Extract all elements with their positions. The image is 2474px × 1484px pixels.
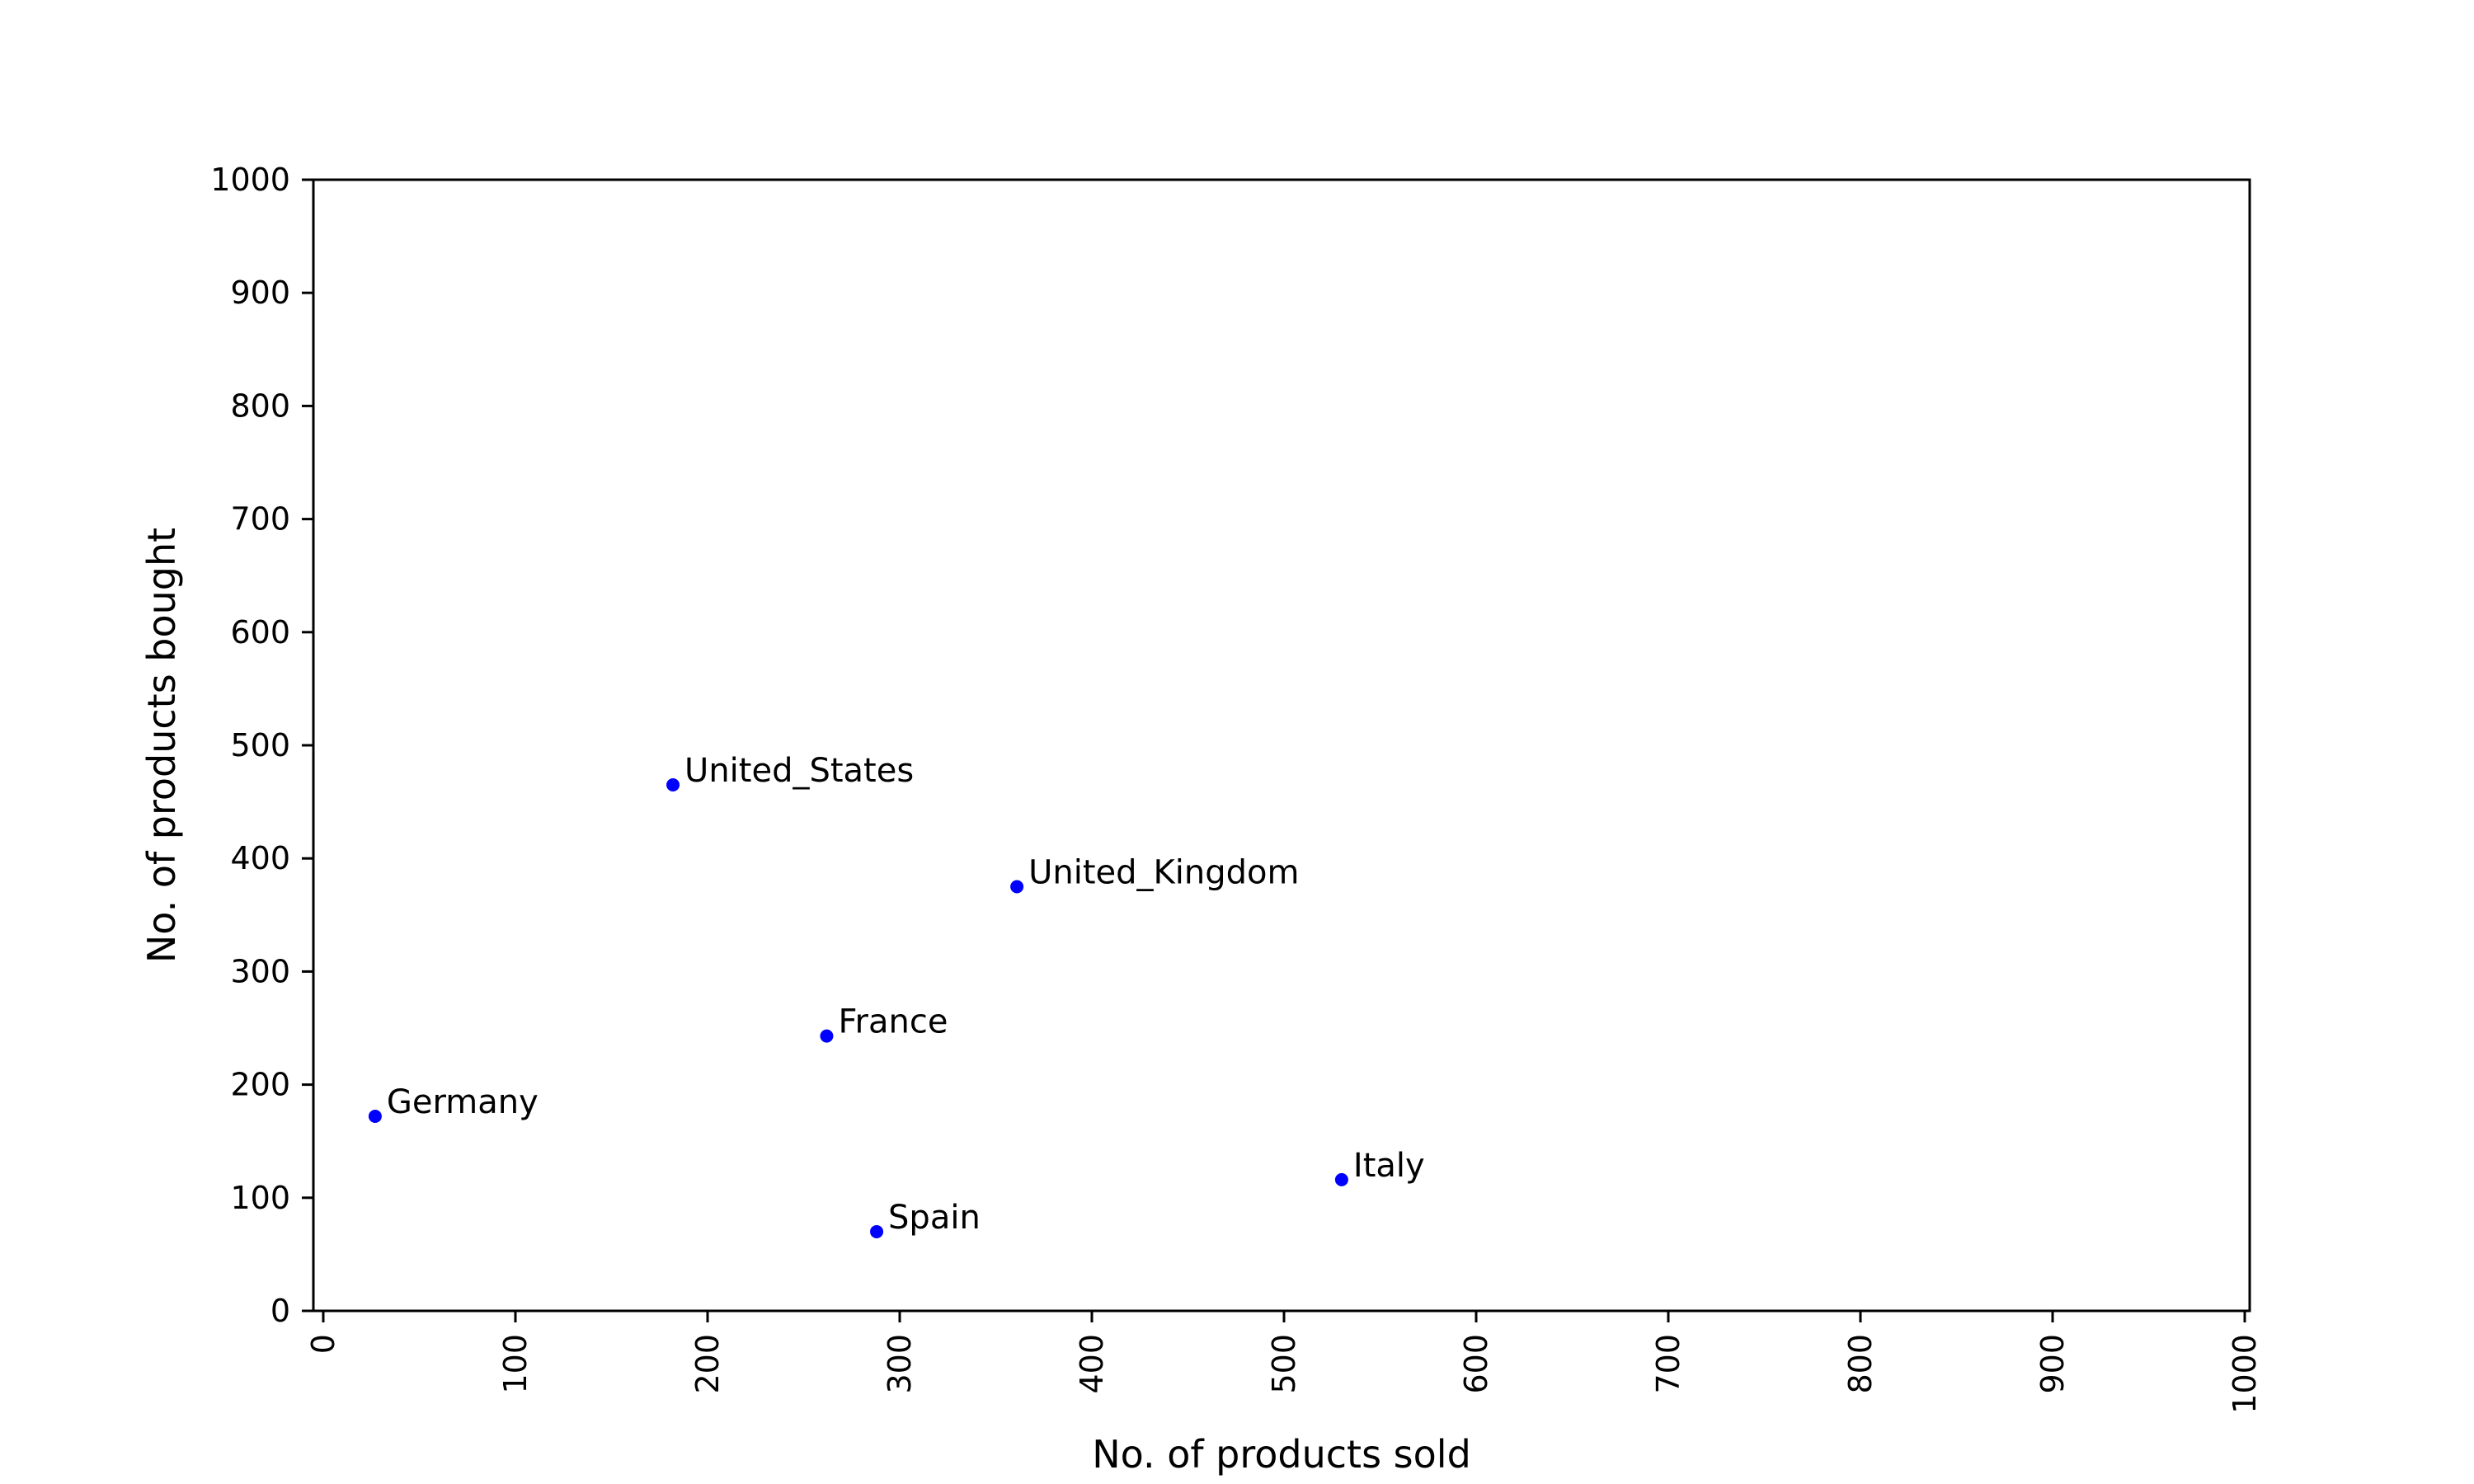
x-tick-label: 400 <box>1074 1334 1110 1394</box>
x-tick-label: 700 <box>1650 1334 1686 1394</box>
y-tick-label: 400 <box>230 840 290 876</box>
x-tick-label: 300 <box>882 1334 918 1394</box>
y-tick-label: 100 <box>230 1180 290 1216</box>
x-axis-label: No. of products sold <box>1092 1432 1471 1477</box>
x-tick-label: 1000 <box>2227 1334 2263 1414</box>
y-tick-label: 200 <box>230 1067 290 1103</box>
data-point <box>820 1029 834 1043</box>
x-tick-label: 500 <box>1266 1334 1302 1394</box>
y-axis-label: No. of products bought <box>139 528 184 963</box>
data-point-label: Spain <box>888 1199 981 1237</box>
data-point <box>1010 880 1024 894</box>
y-tick-label: 300 <box>230 953 290 989</box>
x-tick-label: 900 <box>2034 1334 2071 1394</box>
y-tick-label: 900 <box>230 275 290 311</box>
data-point-label: Germany <box>387 1083 539 1121</box>
data-point-label: Italy <box>1353 1147 1425 1185</box>
y-tick-label: 600 <box>230 614 290 650</box>
data-point <box>1334 1172 1348 1186</box>
x-axis-ticks: 0 100 200 300 400 500 600 700 800 900 1000 <box>305 1311 2263 1414</box>
y-tick-label: 700 <box>230 501 290 538</box>
x-tick-label: 100 <box>497 1334 534 1394</box>
x-tick-label: 200 <box>689 1334 726 1394</box>
data-point <box>368 1110 382 1124</box>
x-tick-label: 800 <box>1842 1334 1879 1394</box>
y-tick-label: 0 <box>270 1293 290 1329</box>
x-tick-label: 600 <box>1458 1334 1494 1394</box>
data-point-label: United_States <box>684 752 914 790</box>
y-tick-label: 500 <box>230 727 290 763</box>
y-axis-ticks: 0 100 200 300 400 500 600 700 800 900 1000 <box>210 162 313 1329</box>
data-points: United_States United_Kingdom France Germany… <box>368 752 1425 1238</box>
x-tick-label: 0 <box>305 1334 341 1354</box>
y-tick-label: 1000 <box>210 162 290 198</box>
data-point-label: United_Kingdom <box>1028 854 1299 892</box>
data-point <box>666 778 680 792</box>
y-tick-label: 800 <box>230 387 290 424</box>
plot-area <box>312 178 2251 1313</box>
data-point <box>870 1224 884 1238</box>
data-point-label: France <box>838 1003 948 1041</box>
